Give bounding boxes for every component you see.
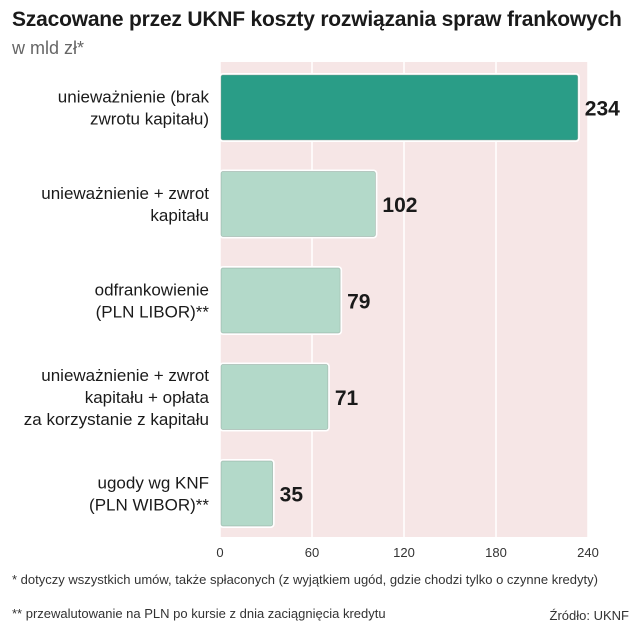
x-tick-label: 60 — [305, 545, 319, 560]
footnote-2: ** przewalutowanie na PLN po kursie z dn… — [12, 606, 386, 621]
bar — [219, 266, 343, 335]
bar-outline — [220, 364, 329, 430]
category-label: unieważnienie (brak zwrotu kapitału) — [58, 88, 210, 129]
bar — [219, 73, 580, 142]
x-tick-label: 240 — [577, 545, 599, 560]
bar — [219, 459, 275, 528]
bar-outline — [220, 171, 376, 237]
bar — [219, 362, 330, 432]
category-label: unieważnienie + zwrot kapitału + opłata za… — [24, 366, 210, 429]
bar — [219, 169, 378, 239]
value-label: 102 — [382, 194, 417, 217]
category-label: unieważnienie + zwrot kapitału — [41, 184, 209, 225]
bar-outline — [220, 460, 274, 527]
x-tick-label: 0 — [216, 545, 223, 560]
category-label: ugody wg KNF (PLN WIBOR)** — [89, 474, 209, 515]
value-label: 79 — [347, 291, 370, 314]
chart-title: Szacowane przez UKNF koszty rozwiązania … — [12, 8, 622, 31]
chart-subtitle: w mld zł* — [12, 38, 85, 58]
value-label: 35 — [280, 484, 304, 507]
x-tick-label: 120 — [393, 545, 415, 560]
x-tick-label: 180 — [485, 545, 507, 560]
value-label: 234 — [585, 98, 620, 121]
bar-outline — [220, 267, 341, 334]
category-label: odfrankowienie (PLN LIBOR)** — [95, 281, 210, 322]
source-note: Źródło: UKNF — [549, 608, 629, 623]
footnote-1: * dotyczy wszystkich umów, także spłacon… — [12, 572, 598, 587]
bar-outline — [220, 74, 579, 141]
value-label: 71 — [335, 387, 359, 410]
